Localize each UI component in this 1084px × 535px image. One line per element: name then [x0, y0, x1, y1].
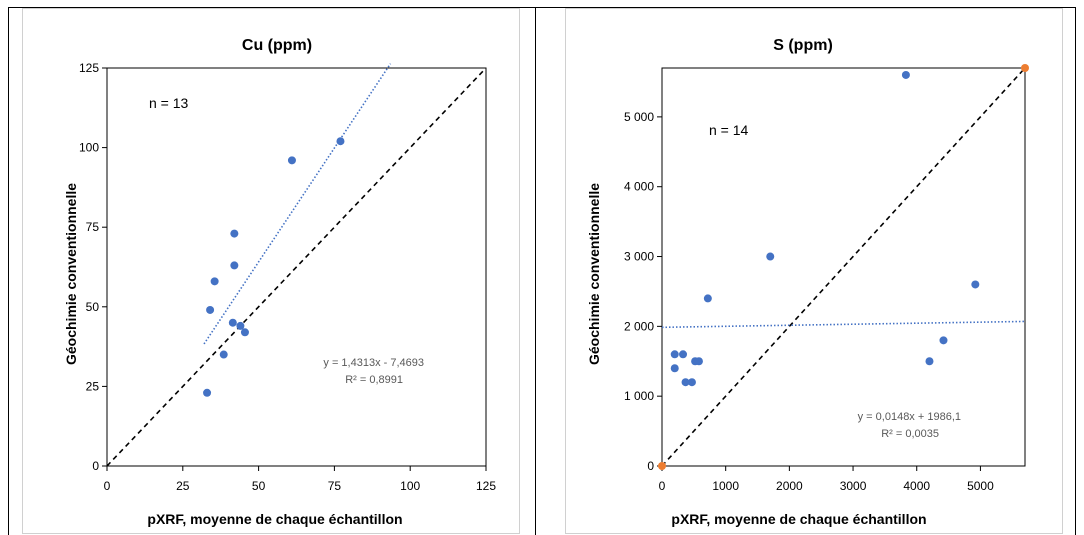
y-tick-label: 50	[86, 300, 100, 314]
table-left-border	[8, 7, 9, 535]
data-point	[210, 277, 219, 286]
x-tick-label: 50	[252, 479, 266, 493]
trendline-equation: y = 0,0148x + 1986,1	[858, 411, 961, 423]
cu-chart-panel: Cu (ppm) n = 13 y = 1,4313x - 7,4693 R² …	[22, 8, 522, 535]
chart-border	[22, 8, 520, 534]
trendline-r2: R² = 0,8991	[345, 374, 403, 386]
x-axis-label: pXRF, moyenne de chaque échantillon	[147, 511, 402, 527]
data-point	[228, 318, 237, 327]
data-point	[681, 378, 690, 387]
cu-chart: Cu (ppm) n = 13 y = 1,4313x - 7,4693 R² …	[63, 37, 496, 527]
chart-title: S (ppm)	[773, 37, 833, 54]
count-label: n = 14	[709, 122, 749, 138]
endpoint-marker	[1021, 64, 1029, 72]
x-tick-label: 0	[104, 479, 111, 493]
data-point	[971, 280, 980, 289]
data-point	[336, 137, 345, 146]
data-point	[703, 294, 712, 303]
y-tick-label: 3 000	[624, 250, 654, 264]
data-point	[206, 305, 215, 314]
chart-border	[565, 8, 1063, 534]
x-tick-label: 4000	[903, 479, 930, 493]
table-right-border	[1075, 7, 1076, 535]
x-tick-label: 75	[328, 479, 342, 493]
data-point	[670, 350, 679, 359]
table-top-border	[8, 7, 1076, 8]
y-tick-label: 125	[79, 61, 99, 75]
y-tick-label: 2 000	[624, 319, 654, 333]
data-point	[219, 350, 228, 359]
data-point	[230, 229, 239, 238]
data-point	[939, 336, 948, 345]
trendline-equation: y = 1,4313x - 7,4693	[323, 357, 424, 369]
table-middle-border	[535, 7, 536, 535]
chart-title: Cu (ppm)	[242, 37, 312, 54]
x-tick-label: 2000	[776, 479, 803, 493]
y-tick-label: 0	[92, 459, 99, 473]
data-point	[687, 378, 696, 387]
data-point	[766, 252, 775, 261]
data-point	[236, 321, 245, 330]
s-plot-area: 0 1000 2000 3000 4000 5000 0 1 000 2 000 3 000 4 0…	[624, 64, 1029, 493]
y-tick-label: 5 000	[624, 110, 654, 124]
trendline	[203, 63, 392, 345]
y-tick-label: 4 000	[624, 180, 654, 194]
y-tick-label: 100	[79, 141, 99, 155]
data-point	[670, 364, 679, 373]
x-tick-label: 125	[476, 479, 496, 493]
x-tick-label: 0	[659, 479, 666, 493]
identity-line	[106, 67, 487, 467]
y-tick-label: 0	[647, 459, 654, 473]
x-tick-label: 3000	[840, 479, 867, 493]
s-chart: S (ppm) n = 14 y = 0,0148x + 1986,1 R² =…	[586, 37, 1029, 527]
x-axis-label: pXRF, moyenne de chaque échantillon	[671, 511, 926, 527]
x-tick-label: 25	[176, 479, 190, 493]
s-chart-panel: S (ppm) n = 14 y = 0,0148x + 1986,1 R² =…	[565, 8, 1065, 535]
y-tick-label: 25	[86, 379, 100, 393]
data-point	[694, 357, 703, 366]
plot-frame	[661, 67, 1026, 467]
endpoint-marker	[658, 462, 666, 470]
y-axis-label: Géochimie conventionnelle	[63, 183, 79, 365]
y-tick-label: 1 000	[624, 389, 654, 403]
x-tick-label: 100	[400, 479, 420, 493]
x-tick-label: 5000	[967, 479, 994, 493]
data-point	[679, 350, 688, 359]
data-point	[925, 357, 934, 366]
data-point	[901, 70, 910, 79]
trendline-r2: R² = 0,0035	[881, 428, 939, 440]
plot-frame	[106, 67, 487, 467]
data-point	[230, 261, 239, 270]
trendline	[661, 320, 1026, 329]
y-tick-label: 75	[86, 220, 100, 234]
cu-plot-area: 0 25 50 75 100 125 0 25 50 75 100 125	[79, 61, 496, 493]
data-point	[203, 388, 212, 397]
count-label: n = 13	[149, 95, 189, 111]
y-axis-label: Géochimie conventionnelle	[586, 183, 602, 365]
x-tick-label: 1000	[712, 479, 739, 493]
data-point	[287, 156, 296, 165]
data-point	[240, 328, 249, 337]
